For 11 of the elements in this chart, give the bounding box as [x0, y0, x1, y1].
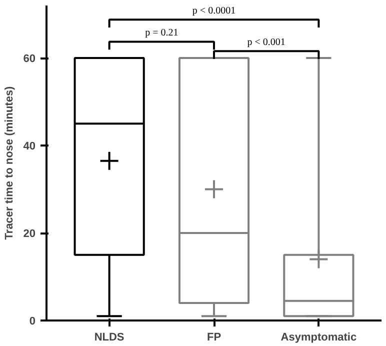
annotation: p = 0.21	[145, 28, 178, 39]
y-tick-label: 20	[23, 228, 36, 240]
annotation: p < 0.001	[247, 37, 286, 48]
x-tick-label: Asymptomatic	[280, 332, 357, 344]
y-tick-label: 0	[29, 316, 36, 328]
y-axis-title: Tracer time to nose (minutes)	[3, 86, 16, 240]
x-tick-label: NLDS	[94, 332, 124, 344]
x-tick-label: FP	[206, 332, 222, 344]
y-tick-label: 40	[23, 140, 36, 152]
annotation: p < 0.0001	[192, 6, 236, 17]
y-tick-label: 60	[23, 53, 36, 65]
